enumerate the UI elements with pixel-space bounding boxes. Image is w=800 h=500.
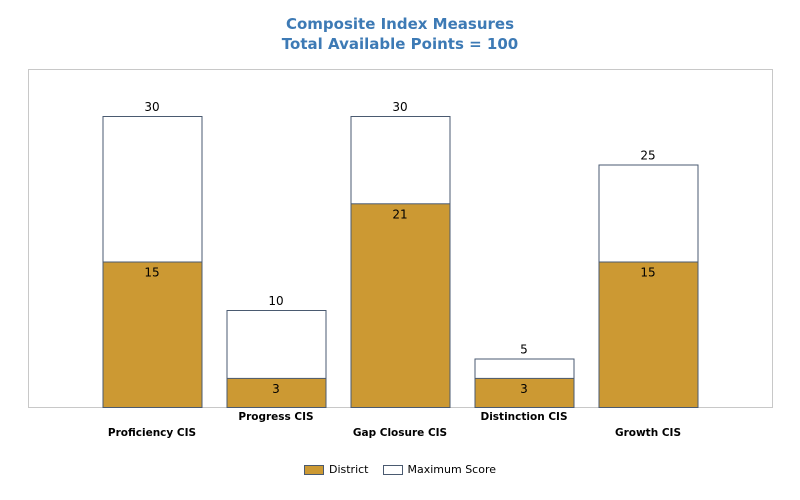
data-label-maximum-score-growth-cis: 25 <box>640 149 655 163</box>
bar-district-progress-cis <box>226 377 327 408</box>
legend: District Maximum Score <box>0 463 800 476</box>
category-label-growth-cis: Growth CIS <box>615 427 681 439</box>
data-label-district-gap-closure-cis: 21 <box>392 207 407 221</box>
legend-label-maximum-score: Maximum Score <box>407 463 497 476</box>
chart-subtitle: Total Available Points = 100 <box>281 35 519 53</box>
data-label-district-progress-cis: 3 <box>272 382 280 396</box>
category-label-progress-cis: Progress CIS <box>238 411 313 423</box>
legend-item-district: District <box>303 463 369 476</box>
bar-district-distinction-cis <box>474 377 575 408</box>
bar-district-proficiency-cis <box>102 261 203 408</box>
legend-swatch-district <box>303 464 324 475</box>
bar-district-gap-closure-cis <box>350 203 451 408</box>
category-label-gap-closure-cis: Gap Closure CIS <box>353 427 447 439</box>
legend-label-district: District <box>328 463 369 476</box>
data-label-maximum-score-progress-cis: 10 <box>268 294 283 308</box>
data-label-district-growth-cis: 15 <box>640 266 655 280</box>
legend-swatch-maximum-score <box>382 464 403 475</box>
data-label-district-proficiency-cis: 15 <box>144 266 159 280</box>
data-label-maximum-score-distinction-cis: 5 <box>520 343 528 357</box>
data-label-district-distinction-cis: 3 <box>520 382 528 396</box>
category-label-distinction-cis: Distinction CIS <box>480 411 567 423</box>
bar-district-growth-cis <box>598 261 699 408</box>
category-label-proficiency-cis: Proficiency CIS <box>108 427 196 439</box>
chart-title: Composite Index Measures <box>285 15 515 33</box>
chart-title-block: Composite Index Measures Total Available… <box>0 14 800 54</box>
data-label-maximum-score-gap-closure-cis: 30 <box>392 100 407 114</box>
data-label-maximum-score-proficiency-cis: 30 <box>144 100 159 114</box>
legend-item-maximum-score: Maximum Score <box>382 463 497 476</box>
